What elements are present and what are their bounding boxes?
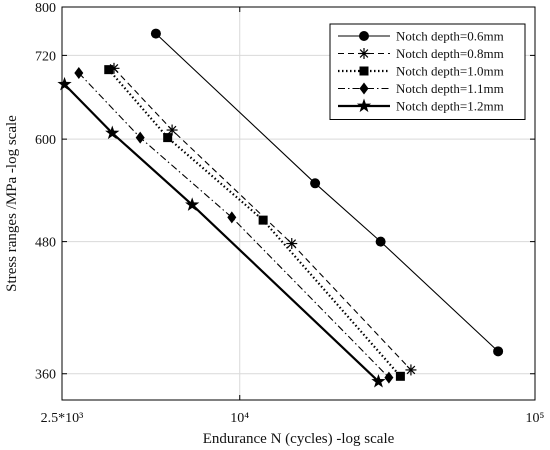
series-line-5 <box>63 83 380 383</box>
plot-frame <box>61 6 536 401</box>
y-tick-label: 360 <box>35 368 56 383</box>
x-tick-label: 2.5*10³ <box>41 411 84 426</box>
y-tick-label: 800 <box>35 1 56 16</box>
data-point-diamond <box>135 131 145 144</box>
y-tick-label: 720 <box>35 49 56 64</box>
legend-label: Notch depth=0.8mm <box>396 46 504 61</box>
data-point-diamond <box>227 211 237 224</box>
series-markers <box>57 28 504 388</box>
data-point-star <box>371 373 386 388</box>
data-point-asterisk <box>166 124 178 136</box>
series-line-3 <box>107 68 402 378</box>
data-point-asterisk <box>405 364 417 376</box>
data-point-asterisk-stroke <box>406 365 416 375</box>
y-axis-label: Stress ranges /MPa -log scale <box>4 115 20 292</box>
y-tick-label: 480 <box>35 236 56 251</box>
data-point-star <box>105 125 120 140</box>
legend-label: Notch depth=1.0mm <box>396 64 504 79</box>
series-line-2 <box>113 67 412 371</box>
series-lines <box>63 33 499 383</box>
legend-marker-asterisk <box>358 48 370 59</box>
x-tick-label: 10⁵ <box>526 411 545 426</box>
legend: Notch depth=0.6mm Notch depth=0.8mm Notch … <box>329 23 526 120</box>
data-point-circle <box>150 28 161 39</box>
data-point-diamond <box>384 371 394 384</box>
legend-label: Notch depth=1.2mm <box>396 99 504 114</box>
y-tick-label: 600 <box>35 133 56 148</box>
data-point-asterisk-stroke <box>287 239 297 248</box>
data-point-square <box>163 133 173 143</box>
legend-label: Notch depth=0.6mm <box>396 29 504 44</box>
legend-marker-square <box>359 66 369 76</box>
legend-marker-circle <box>359 31 369 41</box>
x-axis-label: Endurance N (cycles) -log scale <box>203 431 395 447</box>
legend-label: Notch depth=1.1mm <box>396 81 504 96</box>
data-point-asterisk-stroke <box>167 125 177 135</box>
series-line-4 <box>78 72 390 378</box>
series-line-1 <box>155 33 499 352</box>
data-point-star <box>57 76 72 91</box>
data-point-asterisk <box>286 238 298 250</box>
data-point-circle <box>493 346 504 357</box>
data-point-square <box>258 215 268 225</box>
legend-marker-asterisk-stroke <box>359 49 369 58</box>
x-tick-label: 10⁴ <box>230 411 249 426</box>
data-point-star <box>185 197 200 211</box>
data-point-diamond <box>74 66 84 79</box>
data-point-circle <box>310 178 321 189</box>
legend-marker-star <box>356 98 372 113</box>
data-point-square <box>395 371 405 381</box>
data-point-square <box>104 65 114 75</box>
axis-ticks: 2.5*10³ 10⁴ 10⁵ 360 480 600 720 800 <box>35 1 545 426</box>
data-point-circle <box>375 236 386 247</box>
legend-marker-diamond <box>359 82 369 95</box>
